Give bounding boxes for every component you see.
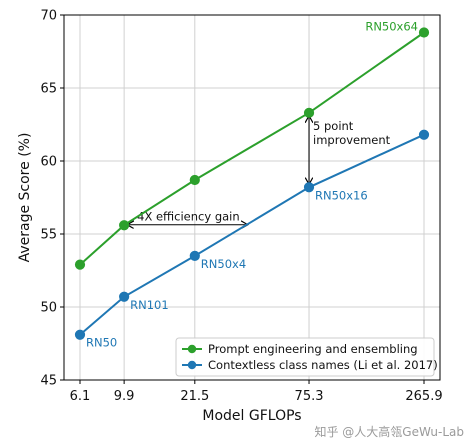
series-0-point (418, 27, 430, 38)
series-1-point (303, 182, 315, 193)
x-tick-label: 265.9 (405, 389, 442, 404)
y-tick-label: 50 (40, 301, 57, 316)
point-label-blue: RN50x4 (201, 257, 246, 271)
y-tick-label: 45 (40, 374, 57, 389)
x-tick-label: 21.5 (180, 389, 209, 404)
legend-entry: Contextless class names (Li et al. 2017) (208, 358, 438, 372)
improvement-annotation-line2: improvement (313, 133, 391, 147)
y-axis-label: Average Score (%) (17, 133, 33, 263)
series-1-point (418, 129, 430, 140)
series-1-point (189, 250, 200, 261)
legend-swatch-marker (187, 344, 197, 354)
plot-area (63, 14, 441, 381)
series-0-point (189, 174, 200, 186)
x-tick-label: 6.1 (70, 389, 91, 404)
legend-box (175, 337, 435, 377)
series-0-point (74, 259, 86, 270)
point-label-blue: RN50 (86, 336, 117, 350)
efficiency-annotation: 4X efficiency gain (137, 210, 240, 224)
axes: 45 50 55 60 65 70 6.1 9.9 21.5 75.3 265.9 (40, 9, 442, 405)
legend-swatch-marker (187, 360, 197, 370)
plot-frame (63, 14, 441, 381)
point-labels: RN50x64 RN50 RN101 RN50x4 RN50x16 (86, 20, 418, 350)
improvement-annotation-line1: 5 point (313, 119, 354, 133)
series-0-point (119, 220, 130, 231)
watermark: 知乎 @人大高瓴GeWu-Lab (314, 424, 464, 439)
series-layer (74, 27, 430, 340)
x-tick-label: 75.3 (295, 389, 324, 404)
point-label-blue: RN101 (130, 298, 169, 312)
y-tick-label: 60 (40, 155, 57, 170)
series-1-point (74, 329, 86, 340)
y-tick-label: 65 (40, 82, 57, 97)
legend: Prompt engineering and ensembling Context… (175, 337, 438, 377)
series-1-point (119, 291, 130, 302)
point-label-green: RN50x64 (365, 20, 418, 34)
y-tick-label: 55 (40, 228, 57, 243)
point-label-blue: RN50x16 (315, 188, 368, 202)
series-0-point (303, 107, 315, 118)
legend-entry: Prompt engineering and ensembling (208, 342, 418, 356)
y-tick-label: 70 (40, 9, 57, 24)
x-axis-label: Model GFLOPs (202, 408, 301, 424)
x-tick-label: 9.9 (114, 389, 135, 404)
